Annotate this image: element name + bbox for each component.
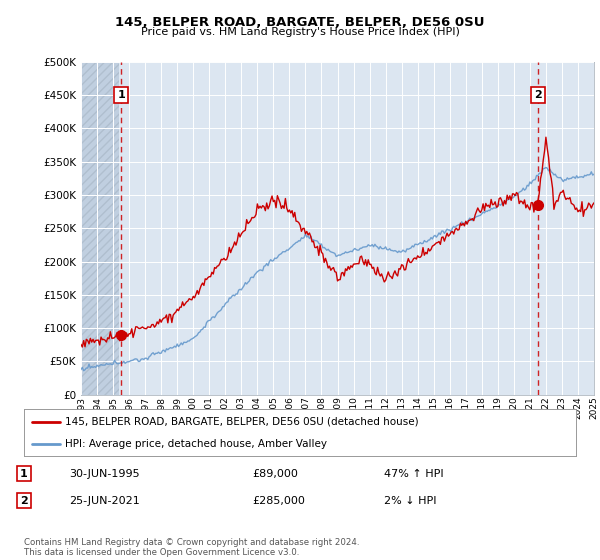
- Text: 25-JUN-2021: 25-JUN-2021: [69, 496, 140, 506]
- Text: 2% ↓ HPI: 2% ↓ HPI: [384, 496, 437, 506]
- Text: £285,000: £285,000: [252, 496, 305, 506]
- Bar: [81, 62, 119, 395]
- Text: 145, BELPER ROAD, BARGATE, BELPER, DE56 0SU (detached house): 145, BELPER ROAD, BARGATE, BELPER, DE56 …: [65, 417, 419, 427]
- Text: 30-JUN-1995: 30-JUN-1995: [69, 469, 140, 479]
- Text: 1: 1: [117, 90, 125, 100]
- Text: 2: 2: [534, 90, 542, 100]
- Text: 145, BELPER ROAD, BARGATE, BELPER, DE56 0SU: 145, BELPER ROAD, BARGATE, BELPER, DE56 …: [115, 16, 485, 29]
- Text: HPI: Average price, detached house, Amber Valley: HPI: Average price, detached house, Ambe…: [65, 438, 328, 449]
- Text: £89,000: £89,000: [252, 469, 298, 479]
- Text: 1: 1: [20, 469, 28, 479]
- Text: 47% ↑ HPI: 47% ↑ HPI: [384, 469, 443, 479]
- Text: 2: 2: [20, 496, 28, 506]
- Text: Contains HM Land Registry data © Crown copyright and database right 2024.
This d: Contains HM Land Registry data © Crown c…: [24, 538, 359, 557]
- Text: Price paid vs. HM Land Registry's House Price Index (HPI): Price paid vs. HM Land Registry's House …: [140, 27, 460, 37]
